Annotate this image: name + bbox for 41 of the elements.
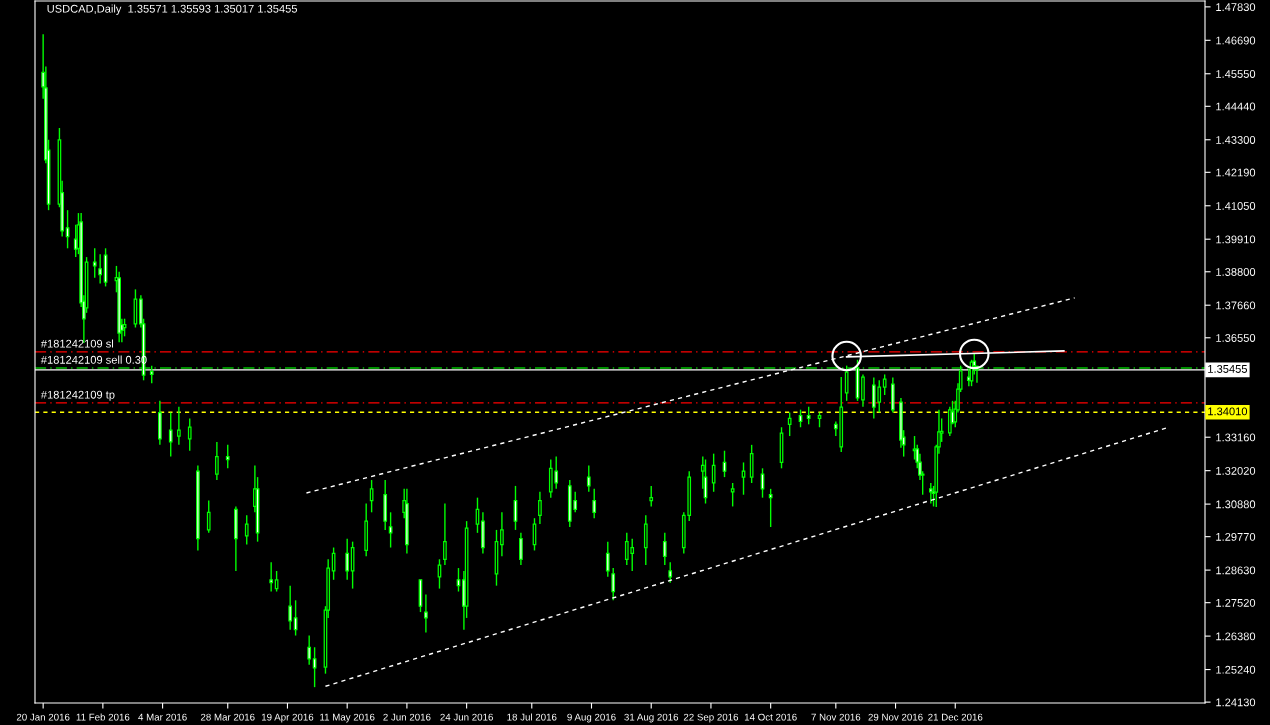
x-tick-label: 31 Aug 2016 [624, 713, 679, 723]
ref-line-label: 1.34010 [1208, 407, 1248, 416]
x-tick-label: 11 Feb 2016 [76, 713, 130, 721]
x-tick-label: 11 May 2016 [320, 713, 375, 723]
x-tick-label: 21 Dec 2016 [928, 713, 983, 721]
y-tick-label: 1.41050 [1216, 202, 1256, 210]
y-tick-label: 1.30880 [1216, 500, 1256, 509]
x-tick-label: 29 Nov 2016 [868, 713, 923, 721]
y-tick-label: 1.32020 [1216, 466, 1256, 475]
x-tick-label: 18 Jul 2016 [507, 713, 557, 721]
y-tick-label: 1.36550 [1216, 334, 1256, 342]
x-tick-label: 24 Jun 2016 [440, 713, 493, 721]
ref-line-label: 1.35455 [1208, 365, 1248, 373]
y-tick-label: 1.42190 [1216, 168, 1256, 177]
y-tick-label: 1.44440 [1216, 102, 1256, 111]
y-tick-label: 1.28630 [1216, 566, 1256, 575]
x-tick-label: 4 Mar 2016 [138, 713, 187, 721]
x-tick-label: 20 Jan 2016 [16, 713, 70, 721]
y-tick-label: 1.37660 [1216, 301, 1256, 310]
y-tick-label: 1.45550 [1216, 70, 1256, 78]
y-tick-label: 1.26380 [1216, 632, 1256, 641]
y-tick-label: 1.43300 [1216, 136, 1256, 144]
ref-line-label: #181242109 sl [40, 339, 114, 348]
y-tick-label: 1.39910 [1216, 235, 1256, 244]
y-tick-label: 1.46690 [1216, 36, 1256, 45]
y-tick-label: 1.38800 [1216, 268, 1256, 276]
x-tick-label: 2 Jun 2016 [383, 713, 431, 721]
x-tick-label: 22 Sep 2016 [683, 713, 739, 723]
x-tick-label: 19 Apr 2016 [261, 713, 314, 723]
y-tick-label: 1.27520 [1216, 598, 1256, 607]
x-tick-label: 9 Aug 2016 [567, 713, 616, 723]
y-tick-label: 1.29770 [1216, 532, 1256, 541]
y-tick-label: 1.25240 [1216, 665, 1256, 674]
ref-line-label: #181242109 tp [40, 390, 115, 401]
y-tick-label: 1.24130 [1216, 698, 1256, 707]
x-tick-label: 14 Oct 2016 [744, 713, 797, 721]
x-tick-label: 28 Mar 2016 [200, 713, 255, 721]
y-tick-label: 1.47830 [1216, 3, 1256, 11]
y-tick-label: 1.33160 [1216, 433, 1256, 442]
x-tick-label: 7 Nov 2016 [811, 713, 861, 721]
chart-title: USDCAD,Daily 1.35571 1.35593 1.35017 1.35455 [47, 4, 298, 15]
